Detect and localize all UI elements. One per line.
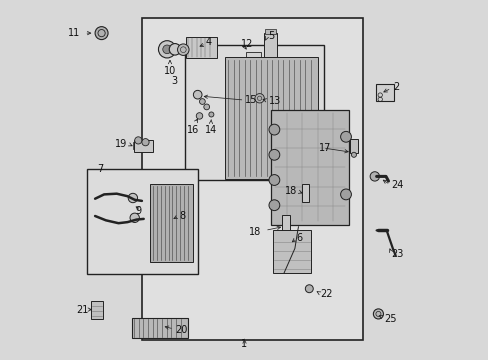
Circle shape	[268, 124, 279, 135]
Text: 4: 4	[205, 37, 212, 48]
Text: 1: 1	[241, 339, 247, 349]
Text: 17: 17	[318, 143, 330, 153]
Circle shape	[158, 41, 175, 58]
Text: 25: 25	[384, 314, 396, 324]
Circle shape	[268, 200, 279, 211]
Circle shape	[340, 131, 351, 142]
Text: 21: 21	[77, 305, 89, 315]
Bar	[185, 45, 323, 180]
Text: 7: 7	[97, 164, 103, 174]
Text: 9: 9	[135, 206, 141, 216]
Text: 19: 19	[115, 139, 127, 149]
Bar	[133, 142, 136, 149]
Circle shape	[351, 152, 356, 157]
Circle shape	[163, 45, 171, 54]
Text: 15: 15	[244, 95, 257, 105]
Bar	[142, 18, 363, 340]
Circle shape	[373, 309, 383, 319]
Text: 11: 11	[68, 28, 80, 38]
Text: 5: 5	[267, 31, 274, 41]
Text: 14: 14	[204, 125, 217, 135]
Circle shape	[268, 149, 279, 160]
Bar	[87, 169, 198, 274]
Text: 10: 10	[163, 66, 176, 76]
Text: 18: 18	[249, 227, 261, 237]
Bar	[264, 33, 276, 60]
Circle shape	[128, 193, 137, 203]
Text: 12: 12	[241, 39, 253, 49]
Text: 16: 16	[187, 125, 199, 135]
Circle shape	[254, 94, 264, 103]
Circle shape	[196, 113, 203, 119]
Bar	[132, 318, 187, 338]
Bar	[349, 139, 357, 153]
Bar	[224, 57, 318, 179]
Bar	[252, 88, 266, 115]
Text: 24: 24	[390, 180, 403, 190]
Text: 13: 13	[268, 96, 281, 106]
Bar	[264, 29, 275, 34]
Text: 23: 23	[390, 249, 403, 259]
Bar	[186, 37, 216, 58]
Bar	[375, 84, 393, 101]
Text: 2: 2	[392, 82, 398, 92]
Circle shape	[203, 104, 209, 110]
Circle shape	[95, 27, 108, 40]
Text: 20: 20	[175, 325, 187, 336]
Circle shape	[340, 189, 351, 200]
Text: 22: 22	[320, 289, 332, 300]
Text: 6: 6	[296, 233, 302, 243]
Circle shape	[134, 137, 142, 144]
Text: 18: 18	[285, 186, 297, 196]
Circle shape	[193, 90, 202, 99]
Text: 8: 8	[179, 211, 185, 221]
Bar	[302, 184, 308, 202]
Bar	[246, 52, 260, 61]
Bar	[273, 230, 310, 273]
Circle shape	[130, 213, 139, 222]
Circle shape	[268, 175, 279, 185]
Circle shape	[369, 172, 379, 181]
Bar	[133, 140, 153, 152]
Text: 3: 3	[171, 76, 177, 86]
Circle shape	[199, 99, 205, 104]
Bar	[150, 184, 193, 262]
Circle shape	[177, 44, 189, 55]
Circle shape	[208, 112, 213, 117]
Circle shape	[305, 285, 313, 293]
Circle shape	[169, 44, 181, 55]
Circle shape	[142, 139, 149, 146]
Bar	[91, 301, 103, 319]
Bar	[271, 110, 348, 225]
Bar	[282, 215, 289, 238]
